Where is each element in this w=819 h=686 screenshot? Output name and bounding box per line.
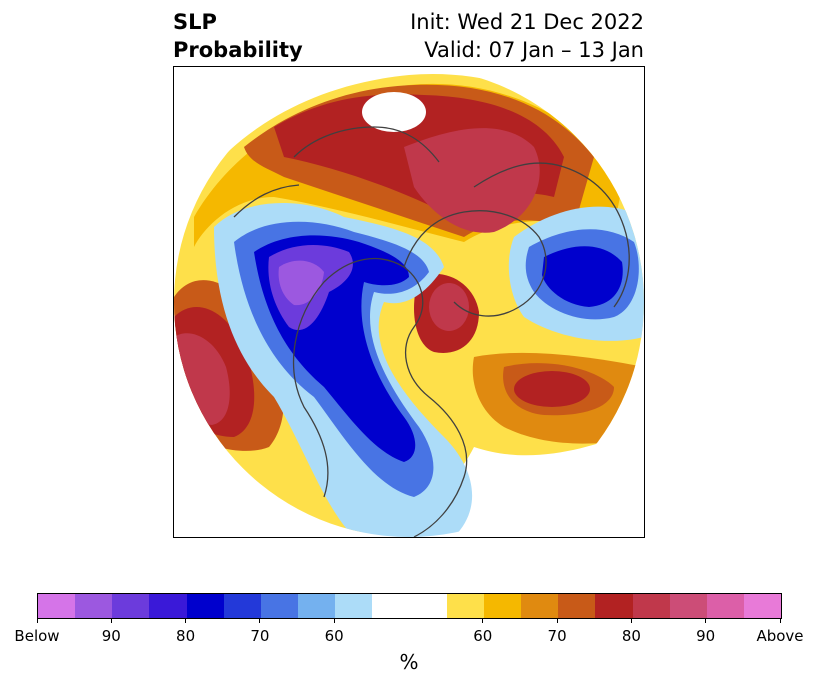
colorbar-tick-label: 80: [621, 627, 641, 645]
colorbar-segment: [149, 594, 187, 618]
colorbar-segment: [260, 594, 299, 618]
colorbar-segment: [112, 594, 150, 618]
above-85-central-region: [429, 283, 469, 331]
colorbar-segment: [558, 594, 596, 618]
colorbar-tick-label: 90: [696, 627, 716, 645]
colorbar-tick-label: 90: [101, 627, 121, 645]
title-left: SLP Probability: [173, 8, 303, 64]
init-date: Init: Wed 21 Dec 2022: [410, 10, 644, 34]
title-variable: SLP: [173, 10, 217, 34]
colorbar-segment: [223, 594, 261, 618]
valid-range: Valid: 07 Jan – 13 Jan: [424, 38, 644, 62]
colorbar: [37, 593, 782, 619]
colorbar-segment: [669, 594, 707, 618]
map-panel: [173, 66, 645, 538]
above-85-region-arctic: [404, 128, 540, 233]
colorbar-segment: [706, 594, 744, 618]
colorbar-tick-label: 80: [176, 627, 196, 645]
below-95-na-region: [278, 260, 324, 306]
colorbar-tick-label: 60: [324, 627, 344, 645]
below-80-eurasia-region: [542, 246, 623, 307]
colorbar-segment: [38, 594, 76, 618]
colorbar-tick: [779, 618, 781, 623]
colorbar-tick-label: 60: [473, 627, 493, 645]
above-80-east-region: [514, 371, 590, 407]
colorbar-tick: [556, 618, 558, 623]
colorbar-tick-label: Below: [14, 627, 60, 645]
colorbar-segment: [298, 594, 336, 618]
colorbar-segment: [632, 594, 670, 618]
colorbar-tick: [259, 618, 261, 623]
neutral-arctic-patch: [362, 92, 426, 132]
colorbar-tick: [630, 618, 632, 623]
colorbar-tick: [333, 618, 335, 623]
colorbar-segment: [186, 594, 224, 618]
colorbar-segment: [483, 594, 522, 618]
title-right: Init: Wed 21 Dec 2022 Valid: 07 Jan – 13…: [410, 8, 644, 64]
colorbar-tick: [705, 618, 707, 623]
colorbar-tick: [482, 618, 484, 623]
colorbar-tick: [110, 618, 112, 623]
title-product: Probability: [173, 38, 303, 62]
probability-map: [174, 67, 644, 537]
colorbar-segment: [372, 594, 410, 618]
colorbar-tick: [185, 618, 187, 623]
colorbar-tick-label: 70: [250, 627, 270, 645]
colorbar-segment: [335, 594, 373, 618]
colorbar-segment: [743, 594, 782, 618]
colorbar-segment: [409, 594, 447, 618]
colorbar-tick: [36, 618, 38, 623]
colorbar-unit-label: %: [399, 650, 419, 674]
colorbar-segment: [75, 594, 113, 618]
colorbar-tick-label: 70: [547, 627, 567, 645]
colorbar-segment: [446, 594, 484, 618]
colorbar-segment: [595, 594, 633, 618]
colorbar-segment: [521, 594, 559, 618]
colorbar-tick-label: Above: [756, 627, 804, 645]
coastlines: [233, 126, 630, 537]
